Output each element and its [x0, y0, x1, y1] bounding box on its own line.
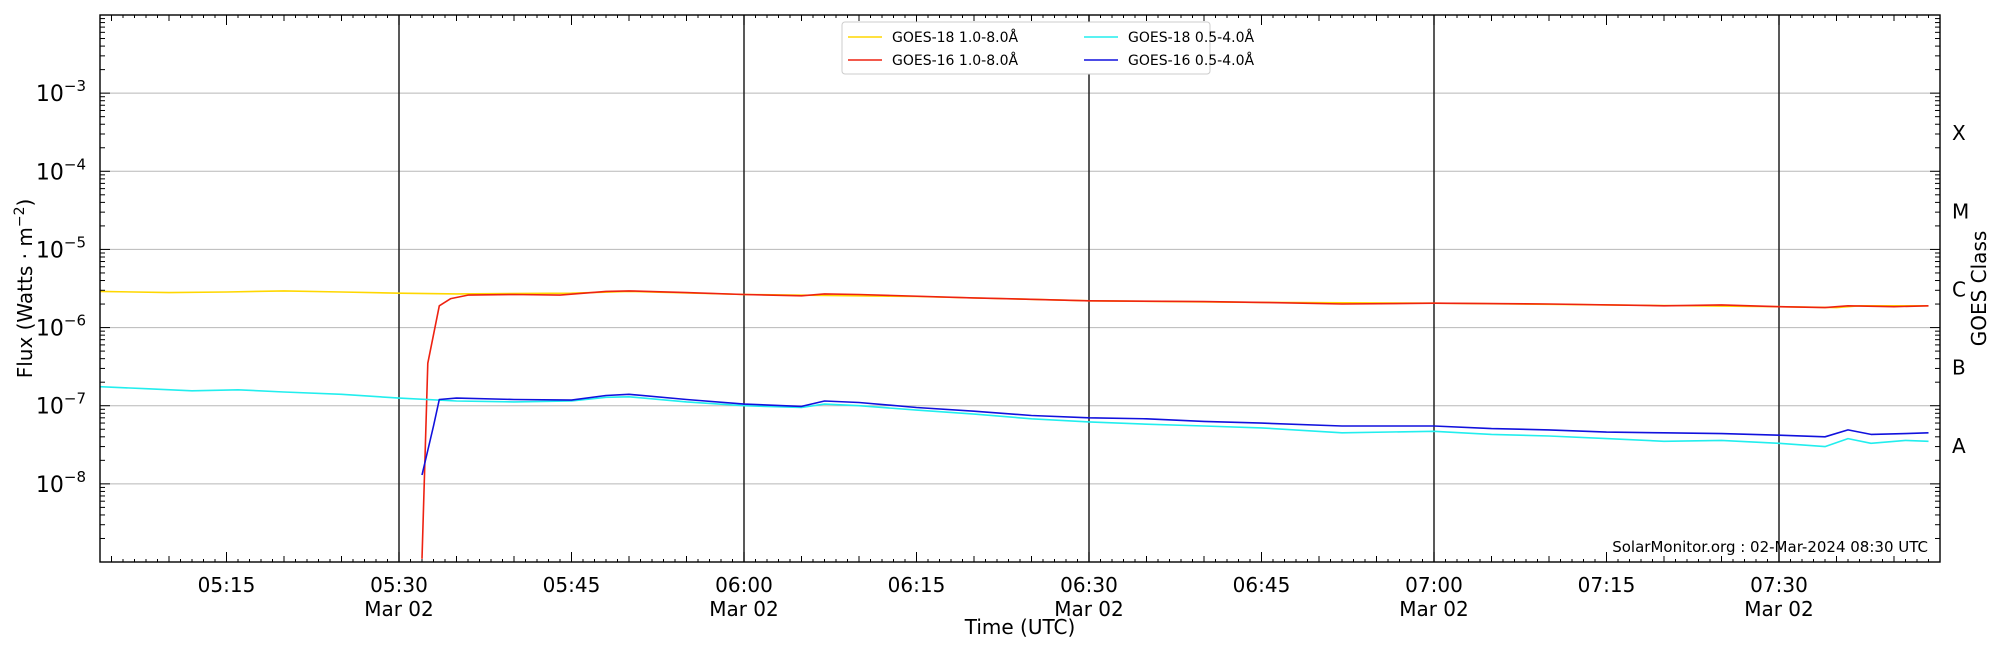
x-tick-label: 06:15 [888, 573, 946, 597]
x-tick-date-label: Mar 02 [1744, 597, 1814, 621]
y-tick-base: 10 [36, 317, 64, 342]
series-line [421, 393, 1929, 476]
y-tick-label: 10−6 [36, 312, 86, 342]
series-line [421, 290, 1929, 559]
y-tick-exp: −8 [64, 468, 86, 486]
y-axis-label-close: ) [13, 199, 37, 207]
vertical-lines-layer [398, 15, 1780, 562]
source-annotation: SolarMonitor.org : 02-Mar-2024 08:30 UTC [1612, 538, 1928, 556]
goes-class-label: B [1952, 356, 1966, 380]
y-tick-base: 10 [36, 238, 64, 263]
series-layer [99, 290, 1929, 559]
y-tick-label: 10−7 [36, 390, 86, 420]
y-tick-base: 10 [36, 395, 64, 420]
legend: GOES-18 1.0-8.0Å GOES-16 1.0-8.0Å GOES-18 … [841, 21, 1254, 75]
legend-box [841, 21, 1211, 75]
x-tick-label: 07:00 [1405, 573, 1463, 597]
legend-entry-label: GOES-16 0.5-4.0Å [1128, 52, 1254, 69]
x-tick-label: 06:00 [715, 573, 773, 597]
x-tick-label: 05:45 [543, 573, 601, 597]
x-tick-label: 06:30 [1060, 573, 1118, 597]
y-tick-exp: −3 [64, 77, 86, 95]
x-tick-label: 06:45 [1233, 573, 1291, 597]
plot-frame [99, 14, 1941, 563]
y-tick-exp: −7 [64, 390, 86, 408]
y-tick-base: 10 [36, 473, 64, 498]
y-axis-label-main: Flux (Watts · m [13, 227, 37, 378]
y-tick-base: 10 [36, 160, 64, 185]
x-axis-label: Time (UTC) [964, 615, 1076, 639]
legend-entry-label: GOES-16 1.0-8.0Å [892, 52, 1018, 69]
goes-class-label: A [1952, 434, 1966, 458]
y-tick-base: 10 [36, 82, 64, 107]
x-tick-label: 05:15 [198, 573, 256, 597]
y-tick-exp: −4 [64, 155, 86, 173]
x-tick-date-label: Mar 02 [709, 597, 779, 621]
y-axis-label: Flux (Watts · m−2) [12, 199, 37, 379]
goes-class-axis-label: GOES Class [1967, 231, 1991, 347]
y-tick-label: 10−5 [36, 233, 86, 263]
goes-class-label: M [1952, 199, 1969, 223]
label-layer: Time (UTC) Flux (Watts · m−2) GOES Class… [12, 199, 1991, 639]
x-tick-label: 07:15 [1578, 573, 1636, 597]
grid-layer [100, 92, 1940, 485]
y-tick-exp: −6 [64, 312, 86, 330]
x-tick-date-label: Mar 02 [1399, 597, 1469, 621]
y-tick-label: 10−8 [36, 468, 86, 498]
y-tick-label: 10−4 [36, 155, 86, 185]
legend-entry-label: GOES-18 1.0-8.0Å [892, 29, 1018, 46]
goes-class-label: X [1952, 121, 1966, 145]
y-tick-exp: −5 [64, 233, 86, 251]
x-tick-label: 05:30 [370, 573, 428, 597]
y-axis-label-exp: −2 [12, 207, 28, 228]
x-tick-label: 07:30 [1750, 573, 1808, 597]
goes-class-label: C [1952, 278, 1966, 302]
legend-entry-label: GOES-18 0.5-4.0Å [1128, 29, 1254, 46]
x-tick-date-label: Mar 02 [1054, 597, 1124, 621]
series-line [99, 385, 1929, 448]
y-tick-label: 10−3 [36, 77, 86, 107]
x-tick-date-label: Mar 02 [364, 597, 434, 621]
